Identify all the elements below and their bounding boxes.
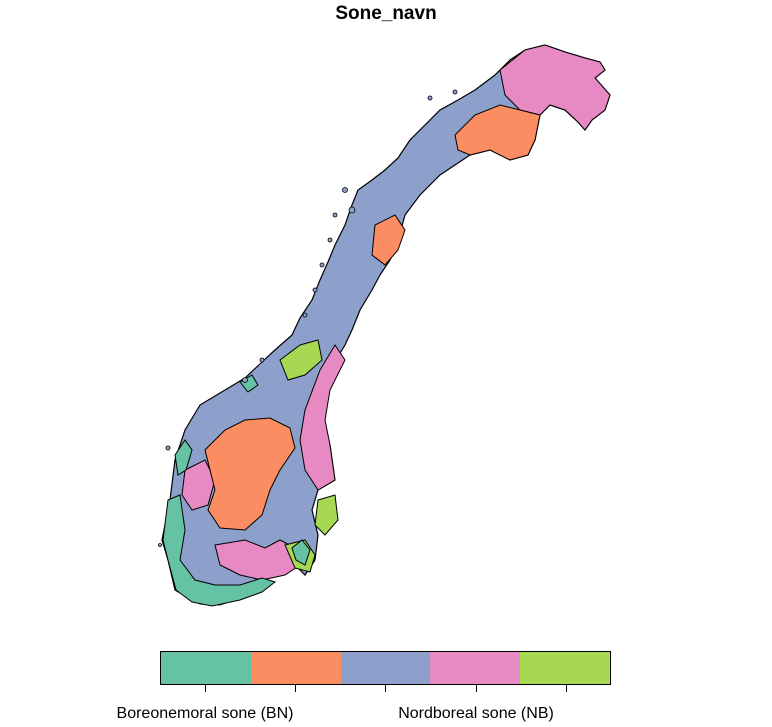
zone-nb-mid <box>299 344 346 491</box>
zone-nb-west <box>181 459 216 511</box>
legend-colorbar <box>160 651 611 685</box>
legend-tick-3 <box>385 685 386 692</box>
map-title: Sone_navn <box>335 3 437 24</box>
legend-tick-1 <box>205 685 206 692</box>
coastal-islands <box>158 89 458 547</box>
zone-bn-west <box>174 439 193 476</box>
zone-bn-coast-mid <box>239 374 259 393</box>
legend-swatch-4 <box>430 652 521 684</box>
zone-bn-southwest <box>162 494 277 607</box>
legend-swatch-1 <box>161 652 251 684</box>
zone-bn-oslofjord <box>291 539 311 566</box>
legend-tick-5 <box>566 685 567 692</box>
zone-orange-north <box>454 104 541 161</box>
legend-tick-2 <box>295 685 296 692</box>
legend-swatch-2 <box>250 652 341 684</box>
legend-label-nb: Nordboreal sone (NB) <box>398 705 554 722</box>
legend-swatch-5 <box>520 652 610 684</box>
legend-swatch-3 <box>340 652 431 684</box>
zone-green-se <box>314 494 339 536</box>
zone-green-mid <box>279 339 323 381</box>
zone-orange-mid <box>371 214 406 266</box>
zone-orange-south <box>204 417 296 531</box>
legend-label-bn: Boreonemoral sone (BN) <box>116 705 294 722</box>
legend-tick-4 <box>476 685 477 692</box>
